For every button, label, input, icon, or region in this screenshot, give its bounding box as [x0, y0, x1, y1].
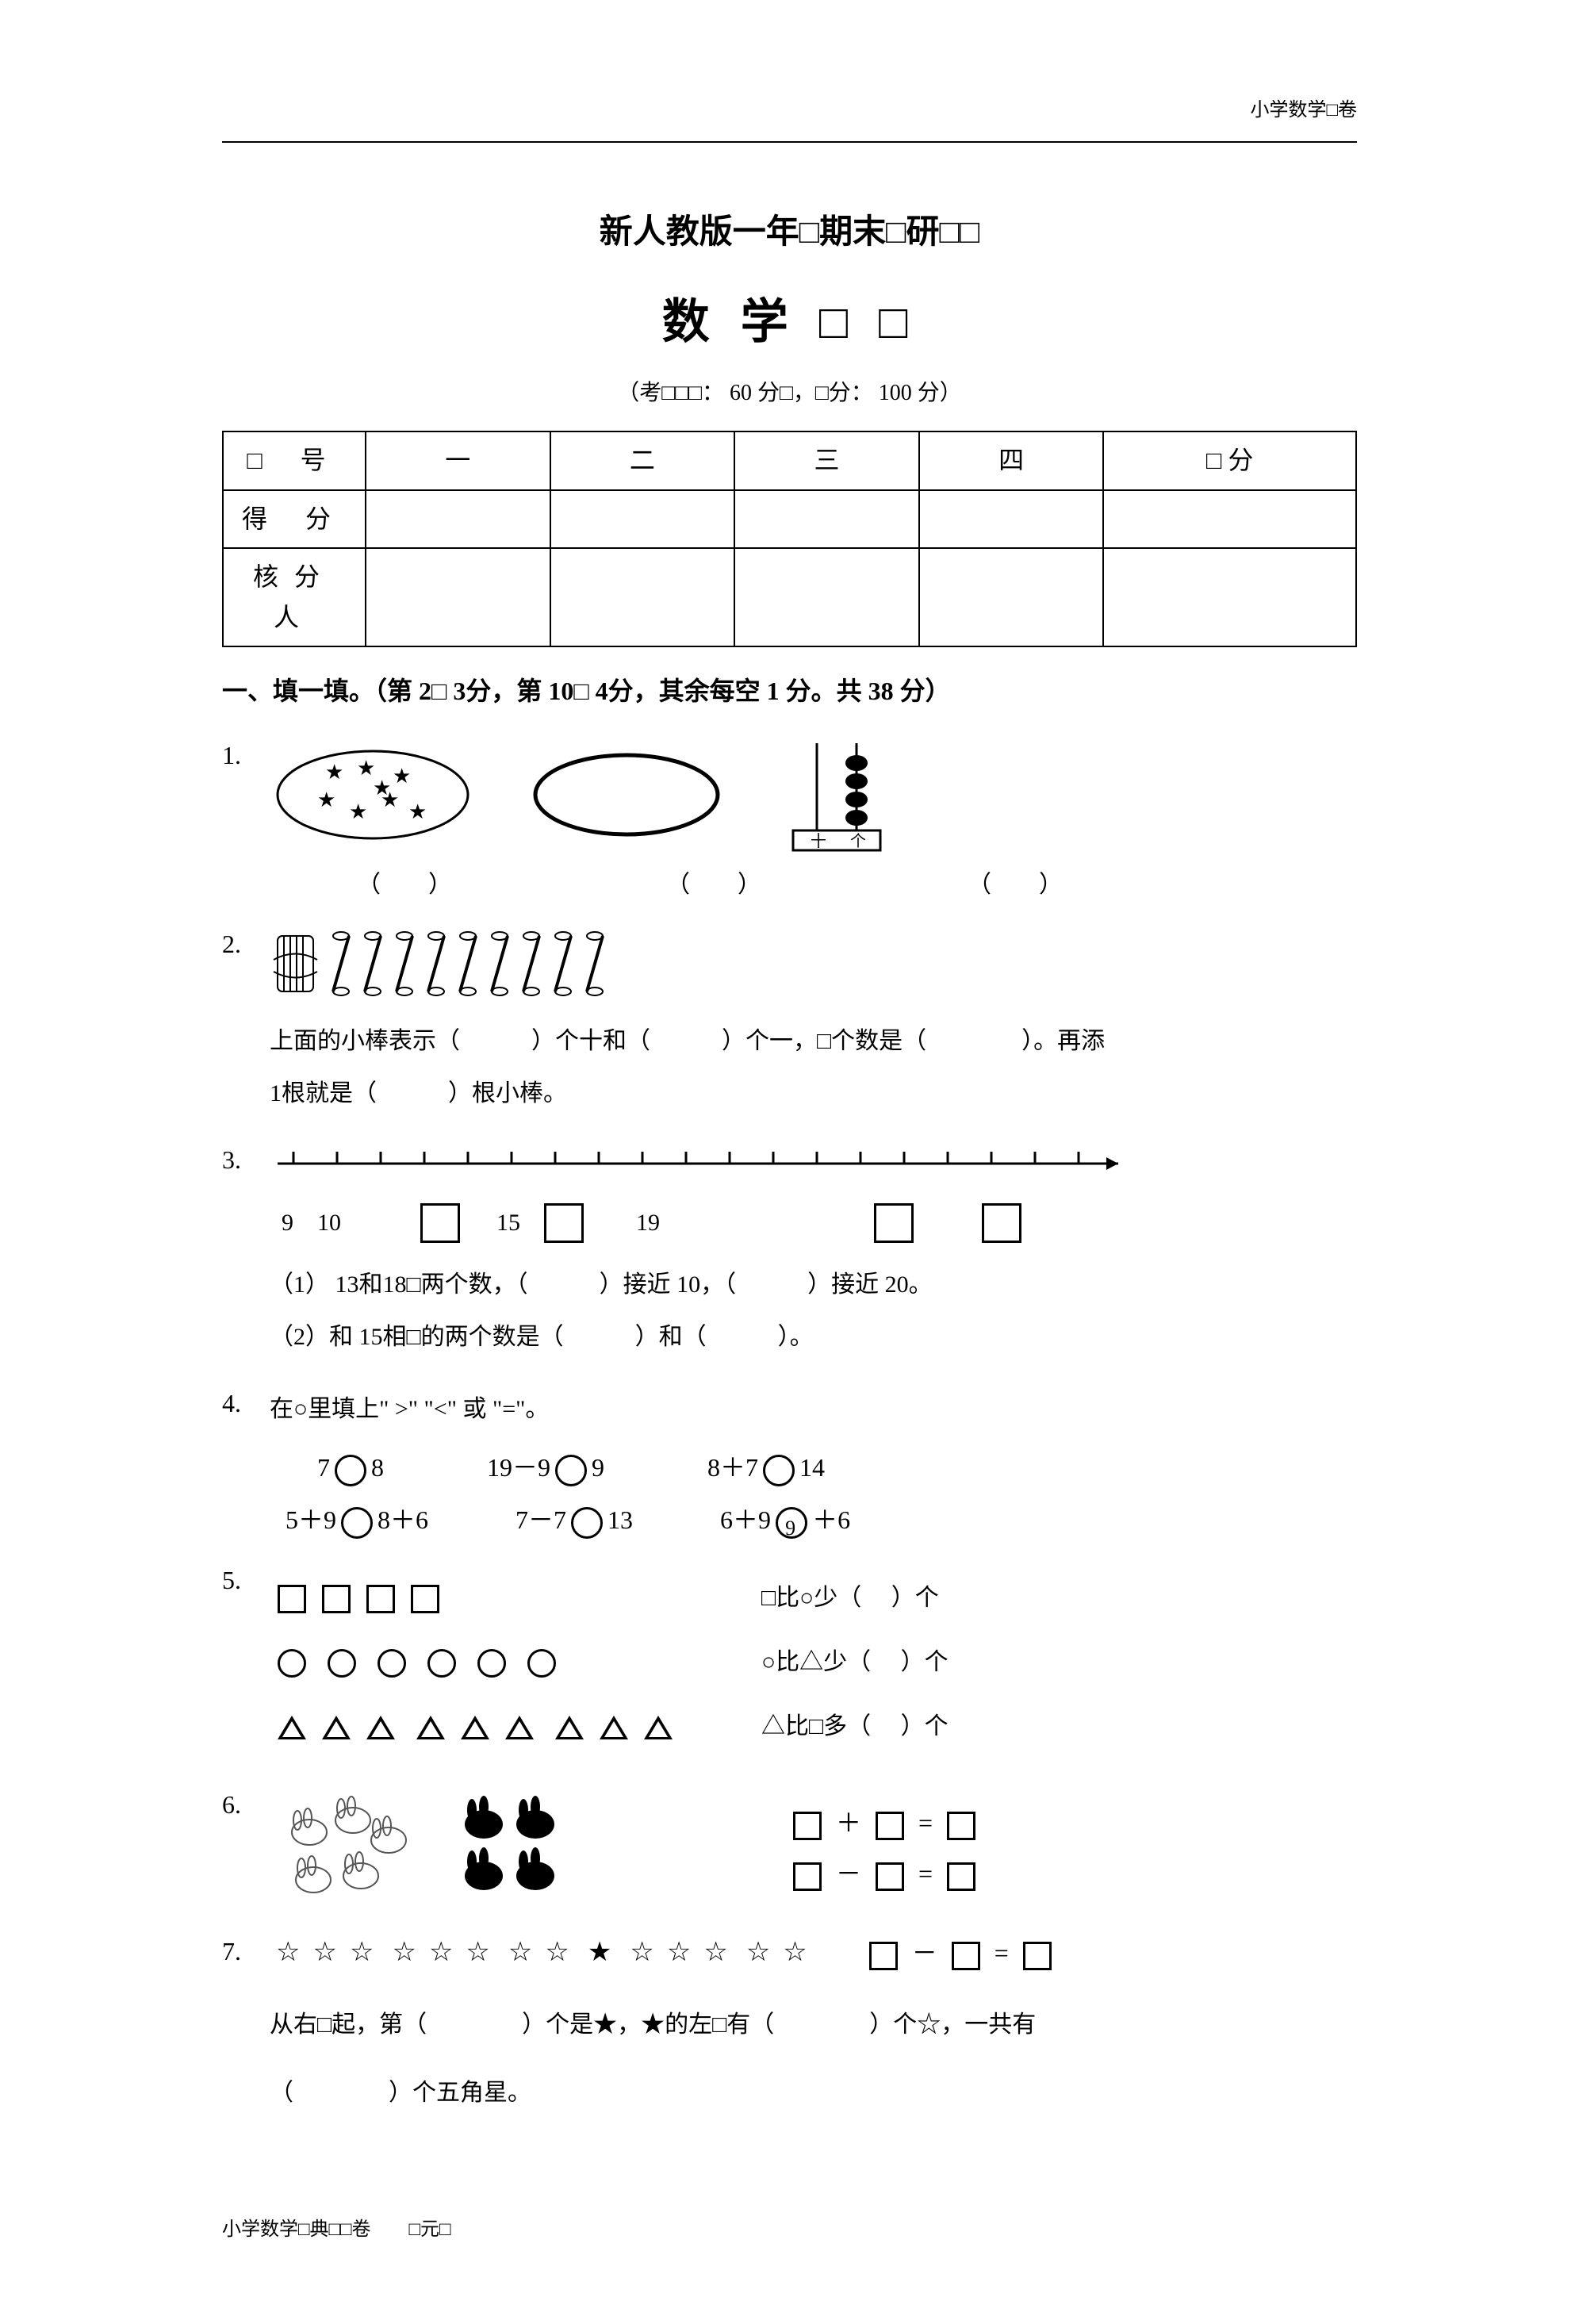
- th-label: □ 号: [223, 431, 366, 489]
- q4r1c3: 8＋714: [707, 1448, 825, 1488]
- question-7: 7. ☆☆☆ ☆☆☆ ☆☆ ★ ☆☆☆ ☆☆ － = 从右□起，第（ ）个是★，…: [222, 1931, 1357, 2119]
- question-6: 6. ＋ = － =: [222, 1785, 1357, 1912]
- th-4: 四: [919, 431, 1104, 489]
- nl-15: 15: [496, 1204, 520, 1242]
- q1-num: 1.: [222, 735, 270, 776]
- svg-text:★: ★: [393, 765, 411, 788]
- q5-t2: ○比△少（ ）个: [761, 1636, 949, 1689]
- nl-9: 9: [282, 1204, 293, 1242]
- q3-num: 3.: [222, 1140, 270, 1180]
- q4r1c1: 78: [317, 1448, 384, 1488]
- q4r2c1: 5＋98＋6: [286, 1500, 428, 1540]
- title-line1: 新人教版一年□期末□研□□: [222, 206, 1357, 259]
- question-2: 2.: [222, 924, 1357, 1120]
- svg-text:★: ★: [373, 777, 391, 800]
- svg-text:★: ★: [317, 788, 335, 811]
- row-checker: 核分人: [223, 548, 366, 646]
- row-score: 得 分: [223, 490, 366, 548]
- question-4: 4. 在○里填上" >" "<" 或 "="。 78 19－99 8＋714 5…: [222, 1383, 1357, 1540]
- q6-eq1: ＋ =: [785, 1797, 983, 1848]
- svg-text:★: ★: [408, 800, 427, 823]
- q6-eq3: － =: [861, 1933, 1060, 1973]
- svg-text:个: 个: [850, 832, 866, 850]
- score-table: □ 号 一 二 三 四 □ 分 得 分 核分人: [222, 431, 1357, 647]
- q4r2c2: 7－713: [515, 1500, 633, 1540]
- nl-box1: [420, 1203, 460, 1243]
- nl-box2: [544, 1203, 584, 1243]
- svg-text:十: 十: [811, 832, 826, 850]
- q2-num: 2.: [222, 924, 270, 964]
- q4r1c2: 19－99: [487, 1448, 604, 1488]
- q7-line2: （ ）个五角星。: [270, 2067, 1357, 2119]
- q1-blank1: （ ）: [357, 866, 452, 904]
- page-header: 小学数学□卷: [222, 95, 1357, 143]
- q5-circles: [270, 1645, 761, 1681]
- q5-t1: □比○少（ ）个: [761, 1572, 939, 1624]
- th-2: 二: [550, 431, 735, 489]
- section-1-heading: 一、填一填。（第 2□ 3分，第 10□ 4分，其余每空 1 分。共 38 分）: [222, 671, 1357, 711]
- number-line-icon: [270, 1140, 1142, 1187]
- q6-eq2: － =: [785, 1848, 983, 1899]
- q4-title: 在○里填上" >" "<" 或 "="。: [270, 1383, 1357, 1436]
- nl-box4: [982, 1203, 1021, 1243]
- rabbits-icon: [270, 1785, 587, 1912]
- q7-line1: 从右□起，第（ ）个是★，★的左□有（ ）个☆，一共有: [270, 1999, 1357, 2051]
- question-3: 3. 9 10 15 19: [222, 1140, 1357, 1363]
- q5-num: 5.: [222, 1560, 270, 1601]
- q7-stars: ☆☆☆ ☆☆☆ ☆☆ ★ ☆☆☆ ☆☆: [270, 1931, 814, 1974]
- question-1: 1. ★ ★ ★ ★ ★ ★ ★ ★: [222, 735, 1357, 904]
- q7-num: 7.: [222, 1931, 270, 1972]
- th-1: 一: [366, 431, 550, 489]
- th-3: 三: [734, 431, 919, 489]
- q1-blank3: （ ）: [968, 866, 1063, 904]
- question-5: 5. □比○少（ ）个 ○比△少（ ）个: [222, 1560, 1357, 1765]
- abacus-icon: 十 个: [777, 735, 896, 854]
- q4-num: 4.: [222, 1383, 270, 1424]
- q5-triangles: [270, 1709, 761, 1745]
- q6-num: 6.: [222, 1785, 270, 1825]
- q3-line1: （1） 13和18□两个数，（ ）接近 10，（ ）接近 20。: [270, 1259, 1357, 1311]
- q5-t3: △比□多（ ）个: [761, 1701, 949, 1753]
- q4r2c3: 6＋99＋6: [720, 1500, 850, 1540]
- q1-blank2: （ ）: [666, 866, 761, 904]
- oval-stars-icon: ★ ★ ★ ★ ★ ★ ★ ★: [270, 743, 476, 846]
- sticks-icon: [270, 924, 666, 1003]
- q3-line2: （2）和 15相□的两个数是（ ）和（ ）。: [270, 1311, 1357, 1363]
- page-footer: 小学数学□典□□卷 □元□: [222, 2215, 1357, 2245]
- nl-box3: [874, 1203, 914, 1243]
- oval-empty-icon: [523, 743, 730, 846]
- q5-squares: [270, 1581, 761, 1616]
- svg-text:★: ★: [349, 800, 367, 823]
- title-line2: 数 学 □ □: [222, 284, 1357, 360]
- nl-19: 19: [636, 1204, 660, 1242]
- nl-10: 10: [317, 1204, 341, 1242]
- th-total: □ 分: [1103, 431, 1356, 489]
- q2-line2: 1根就是（ ）根小棒。: [270, 1068, 1357, 1120]
- exam-info: （考□□□： 60 分□，□分： 100 分）: [222, 376, 1357, 412]
- q2-line1: 上面的小棒表示（ ）个十和（ ）个一，□个数是（ ）。再添: [270, 1015, 1357, 1068]
- svg-text:★: ★: [325, 761, 343, 784]
